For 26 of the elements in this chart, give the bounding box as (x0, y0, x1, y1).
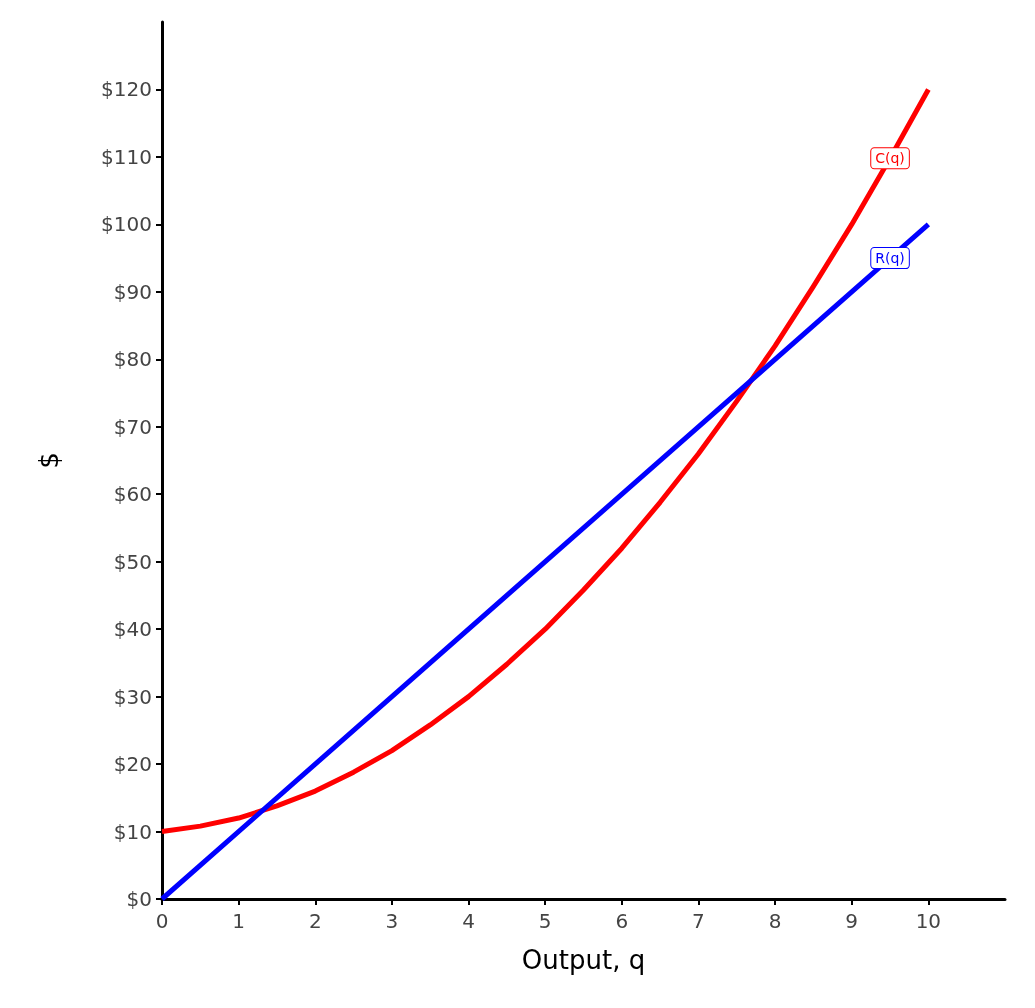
y-tick-label: $80 (113, 347, 152, 372)
y-tick-label: $110 (101, 144, 152, 169)
y-tick-label: $70 (113, 414, 152, 439)
x-tick-label: 0 (155, 909, 169, 933)
x-tick-label: 6 (615, 909, 629, 933)
y-tick-label: $10 (113, 819, 152, 844)
y-tick-label: $0 (126, 887, 152, 911)
x-tick-label: 8 (768, 909, 782, 933)
x-axis-title: Output, q (521, 945, 646, 975)
x-tick-label: 9 (845, 909, 859, 933)
y-tick-label: $50 (113, 549, 152, 574)
y-tick-label: $40 (113, 617, 152, 642)
y-tick-label: $90 (113, 279, 152, 304)
x-tick-label: 4 (462, 909, 475, 933)
y-tick-label: $100 (101, 212, 152, 237)
x-tick-label: 3 (385, 909, 399, 933)
y-axis-title: $ (34, 452, 64, 469)
x-tick-label: 2 (308, 909, 322, 933)
x-tick-label: 10 (915, 909, 942, 933)
x-tick-label: 1 (232, 909, 245, 933)
x-tick-label: 5 (538, 909, 552, 933)
x-tick-label: 7 (692, 909, 705, 933)
y-tick-label: $60 (113, 482, 152, 507)
y-tick-label: $120 (101, 77, 152, 102)
y-tick-label: $30 (113, 684, 152, 709)
y-tick-label: $20 (113, 752, 152, 777)
